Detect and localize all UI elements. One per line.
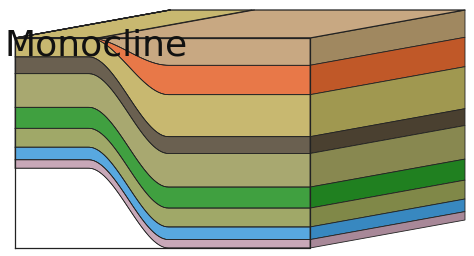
Polygon shape [15,10,170,38]
Polygon shape [15,10,465,38]
Polygon shape [310,37,465,95]
Polygon shape [97,10,254,38]
Polygon shape [15,10,170,38]
Polygon shape [15,10,254,38]
Polygon shape [15,10,170,38]
Polygon shape [310,180,465,227]
Polygon shape [15,107,310,208]
Polygon shape [310,159,465,208]
Polygon shape [15,74,310,187]
Text: Monocline: Monocline [5,28,188,62]
Polygon shape [15,10,170,38]
Polygon shape [15,160,310,248]
Polygon shape [310,10,465,65]
Polygon shape [310,199,465,240]
Polygon shape [15,128,310,227]
Polygon shape [310,125,465,187]
Polygon shape [15,10,252,38]
Polygon shape [15,57,310,154]
Polygon shape [15,38,310,65]
Polygon shape [15,147,310,240]
Polygon shape [15,10,170,38]
Polygon shape [310,67,465,137]
Polygon shape [15,38,310,137]
Polygon shape [310,212,465,248]
Polygon shape [15,10,170,38]
Polygon shape [15,38,310,95]
Polygon shape [310,109,465,154]
Polygon shape [15,10,170,38]
